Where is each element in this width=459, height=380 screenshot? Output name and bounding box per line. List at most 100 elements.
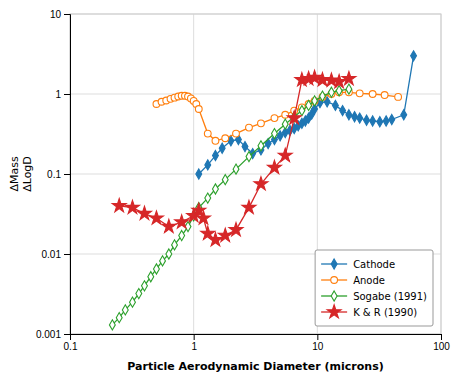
series-markers xyxy=(196,51,417,179)
tick-label: 0.1 xyxy=(64,341,78,352)
y-grid-line xyxy=(70,174,441,175)
legend-item: Cathode xyxy=(321,259,395,270)
series-markers xyxy=(153,89,401,144)
point xyxy=(222,135,229,142)
point xyxy=(242,200,256,213)
point xyxy=(383,116,389,126)
y-axis: 0.001 0.01 0.1 1 10 xyxy=(36,9,71,340)
legend-label: Anode xyxy=(353,275,385,286)
point xyxy=(138,206,152,219)
point xyxy=(364,115,370,125)
point xyxy=(299,106,305,116)
tick-label: 0.1 xyxy=(47,169,61,180)
point xyxy=(130,297,136,307)
point xyxy=(356,90,363,97)
tick-label: 100 xyxy=(433,341,450,352)
legend-swatch-marker xyxy=(327,305,341,318)
point xyxy=(267,160,281,173)
point xyxy=(352,112,358,122)
axis-line xyxy=(71,335,442,341)
point xyxy=(377,117,383,127)
tick: 0.001 xyxy=(36,329,70,340)
point xyxy=(172,240,178,250)
tick-mark xyxy=(64,254,70,255)
legend-item: Sogabe (1991) xyxy=(321,291,427,302)
point xyxy=(395,94,402,101)
point xyxy=(306,100,312,110)
series-markers xyxy=(112,70,356,245)
point xyxy=(205,160,211,170)
point xyxy=(122,305,128,315)
point xyxy=(357,113,363,123)
point xyxy=(271,115,278,122)
point xyxy=(282,111,289,118)
series-line xyxy=(199,56,414,174)
point xyxy=(346,84,352,94)
point xyxy=(340,106,346,116)
point xyxy=(401,110,407,120)
tick: 10 xyxy=(312,334,324,352)
point xyxy=(370,116,376,126)
point xyxy=(166,249,172,259)
x-axis-title: Particle Aerodynamic Diameter (microns) xyxy=(127,360,383,373)
point xyxy=(175,215,189,228)
point xyxy=(160,256,166,266)
tick-label: 10 xyxy=(312,341,324,352)
point xyxy=(246,152,252,162)
point xyxy=(153,264,159,274)
point xyxy=(336,86,342,96)
tick-mark xyxy=(64,14,70,15)
plot-frame xyxy=(70,14,441,334)
legend-swatch-marker xyxy=(331,259,337,269)
tick-mark xyxy=(317,334,318,340)
point xyxy=(116,313,122,323)
point xyxy=(328,87,334,97)
point xyxy=(272,128,278,138)
point xyxy=(258,141,264,151)
series-line xyxy=(156,92,398,140)
point xyxy=(242,142,248,152)
tick: 1 xyxy=(191,334,197,352)
legend-label: Sogabe (1991) xyxy=(353,291,427,302)
tick: 0.01 xyxy=(42,249,70,260)
point xyxy=(229,223,243,236)
point xyxy=(195,106,202,113)
tick-label: 10 xyxy=(50,9,62,20)
point xyxy=(142,281,148,291)
legend-item: K & R (1990) xyxy=(321,305,417,318)
point xyxy=(278,148,292,161)
point xyxy=(282,119,288,129)
point xyxy=(213,150,219,160)
point xyxy=(212,137,219,144)
legend-label: K & R (1990) xyxy=(353,307,417,318)
legend-box xyxy=(315,250,433,326)
x-axis: 0.1 1 10 100 xyxy=(64,334,451,352)
legend: Cathode Anode Sogabe (1991) K & R (1990) xyxy=(315,250,433,326)
tick-label: 0.01 xyxy=(42,249,62,260)
point xyxy=(219,143,225,153)
tick-label: 1 xyxy=(191,341,197,352)
point xyxy=(197,211,211,224)
point xyxy=(246,124,253,131)
point xyxy=(233,130,240,137)
tick: 1 xyxy=(55,89,70,100)
point xyxy=(112,199,126,212)
tick-mark xyxy=(194,334,195,340)
point xyxy=(149,211,163,224)
tick-mark xyxy=(441,334,442,340)
point xyxy=(204,130,211,137)
point xyxy=(342,71,356,84)
point xyxy=(179,230,185,240)
point xyxy=(287,111,301,124)
point xyxy=(381,92,388,99)
legend-item: Anode xyxy=(321,275,385,286)
tick: 10 xyxy=(50,9,70,20)
tick-mark xyxy=(64,174,70,175)
tick: 0.1 xyxy=(64,334,78,352)
point xyxy=(254,177,268,190)
point xyxy=(109,320,115,330)
tick-label: 0.001 xyxy=(36,329,61,340)
legend-label: Cathode xyxy=(353,259,395,270)
point xyxy=(136,288,142,298)
point xyxy=(258,120,265,127)
